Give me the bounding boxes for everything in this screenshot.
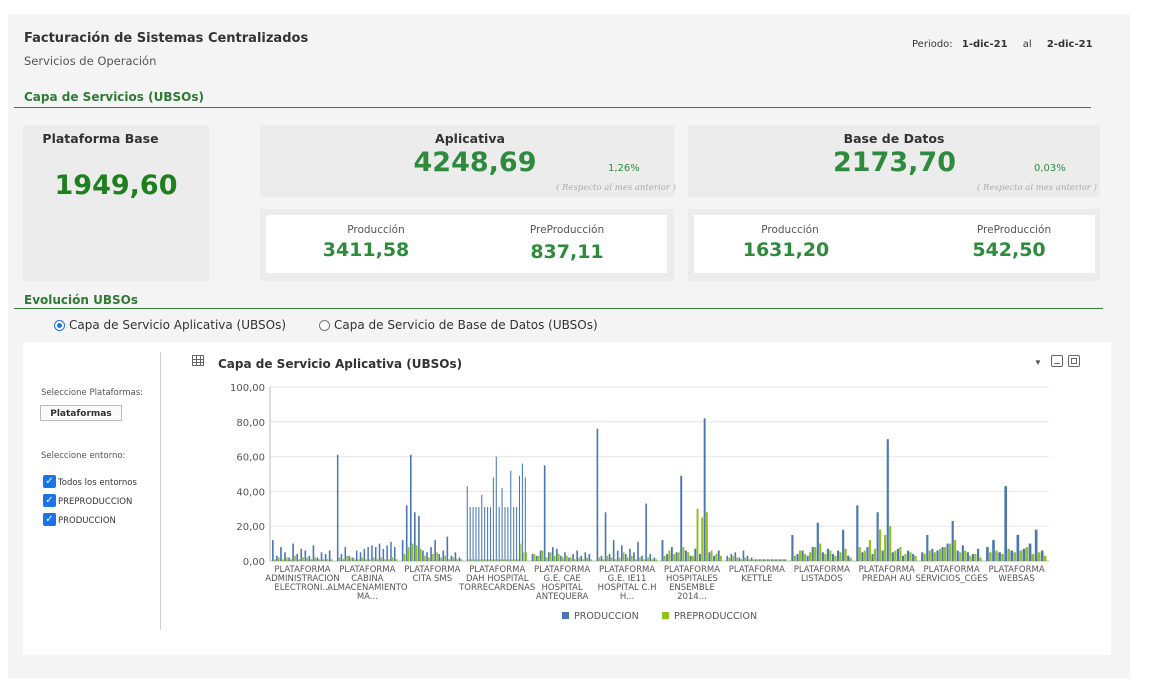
kpi-plataforma-base-value: 1949,60	[54, 170, 178, 201]
kpi-base-datos-value: 2173,70	[833, 147, 956, 178]
table-icon[interactable]	[192, 355, 204, 366]
base-datos-preproduccion-label: PreProducción	[976, 224, 1052, 236]
checkbox-produccion-label: PRODUCCION	[58, 516, 116, 526]
kpi-aplicativa: Aplicativa 4248,69 1,26% ( Respecto al m…	[260, 125, 676, 197]
aplicativa-preproduccion-label: PreProducción	[529, 224, 605, 236]
radio-unselected-icon[interactable]	[319, 319, 330, 331]
checkbox-preproduccion[interactable]: ✓ PREPRODUCCION	[43, 494, 132, 507]
kpi-base-datos-title: Base de Datos	[843, 131, 945, 146]
aplicativa-produccion-label: Producción	[347, 224, 405, 236]
period-label: Periodo:	[912, 39, 953, 50]
section-evolucion: Evolución UBSOs	[24, 293, 138, 307]
kpi-base-datos: Base de Datos 2173,70 0,03% ( Respecto a…	[688, 125, 1100, 197]
checkbox-preproduccion-label: PREPRODUCCION	[58, 497, 133, 507]
checkbox-checked-icon[interactable]: ✓	[43, 513, 56, 526]
checkbox-checked-icon[interactable]: ✓	[43, 494, 56, 507]
plataformas-label: Seleccione Plataformas:	[41, 388, 143, 398]
base-datos-produccion-label: Producción	[761, 224, 819, 236]
maximize-icon[interactable]	[1068, 355, 1080, 367]
aplicativa-preproduccion-value: 837,11	[530, 241, 604, 263]
kpi-base-datos-pct: 0,03%	[1034, 163, 1066, 174]
period-to: 2-dic-21	[1046, 39, 1093, 50]
period-range: Periodo: 1-dic-21 al 2-dic-21	[912, 39, 1093, 50]
aplicativa-produccion-value: 3411,58	[322, 239, 410, 261]
checkbox-checked-icon[interactable]: ✓	[43, 475, 56, 488]
period-from: 1-dic-21	[961, 39, 1008, 50]
checkbox-todos[interactable]: ✓ Todos los entornos	[43, 475, 137, 488]
page-title: Facturación de Sistemas Centralizados	[24, 31, 309, 46]
kpi-base-datos-note: ( Respecto al mes anterior )	[977, 183, 1097, 193]
section-divider	[14, 308, 1103, 309]
chart-panel	[23, 342, 1111, 655]
base-datos-breakdown: Producción 1631,20 PreProducción 542,50	[688, 209, 1100, 281]
radio-aplicativa[interactable]: Capa de Servicio Aplicativa (UBSOs)	[54, 318, 286, 332]
minimize-icon[interactable]	[1051, 355, 1063, 367]
kpi-aplicativa-pct: 1,26%	[608, 163, 640, 174]
base-datos-produccion-value: 1631,20	[742, 239, 830, 261]
radio-base-datos[interactable]: Capa de Servicio de Base de Datos (UBSOs…	[319, 318, 598, 332]
kpi-aplicativa-title: Aplicativa	[435, 131, 505, 146]
period-separator: al	[1022, 39, 1032, 50]
base-datos-preproduccion-value: 542,50	[972, 239, 1046, 261]
entorno-label: Seleccione entorno:	[41, 451, 126, 461]
checkbox-todos-label: Todos los entornos	[58, 478, 137, 488]
radio-base-datos-label: Capa de Servicio de Base de Datos (UBSOs…	[334, 318, 598, 332]
radio-aplicativa-label: Capa de Servicio Aplicativa (UBSOs)	[69, 318, 287, 332]
kpi-plataforma-base: Plataforma Base 1949,60	[23, 125, 209, 281]
aplicativa-breakdown: Producción 3411,58 PreProducción 837,11	[260, 209, 674, 281]
chart-title: Capa de Servicio Aplicativa (UBSOs)	[218, 357, 463, 371]
kpi-aplicativa-note: ( Respecto al mes anterior )	[556, 183, 676, 193]
radio-selected-icon[interactable]	[54, 319, 65, 331]
section-divider	[14, 107, 1091, 108]
page-subtitle: Servicios de Operación	[24, 54, 157, 68]
checkbox-produccion[interactable]: ✓ PRODUCCION	[43, 513, 116, 526]
kpi-aplicativa-value: 4248,69	[413, 147, 537, 178]
kpi-plataforma-base-title: Plataforma Base	[42, 131, 159, 146]
panel-divider	[160, 352, 161, 630]
plataformas-button[interactable]: Plataformas	[40, 405, 122, 421]
section-capa-servicios: Capa de Servicios (UBSOs)	[24, 90, 204, 104]
dropdown-arrow-icon[interactable]: ▼	[1034, 358, 1042, 367]
